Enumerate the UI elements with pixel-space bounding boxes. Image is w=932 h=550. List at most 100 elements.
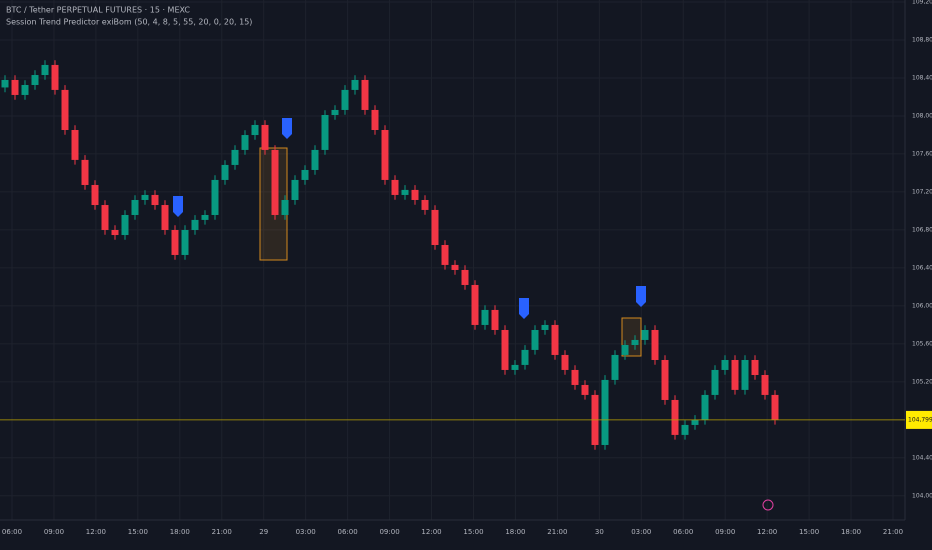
- candle-body: [701, 394, 709, 420]
- candle-body: [131, 199, 139, 215]
- candle-body: [241, 135, 249, 150]
- candle-body: [161, 205, 169, 230]
- candle-body: [511, 364, 519, 370]
- y-tick-label: 109,200.0: [912, 0, 932, 5]
- candle-body: [371, 109, 379, 130]
- candle-body: [521, 349, 529, 365]
- x-tick-label: 09:00: [715, 528, 735, 536]
- candle-body: [271, 149, 279, 215]
- y-tick-label: 108,800.0: [912, 36, 932, 43]
- candle-body: [671, 399, 679, 435]
- candle-body: [181, 229, 189, 255]
- candle-body: [121, 214, 129, 236]
- candle-body: [211, 179, 219, 215]
- x-tick-label: 21:00: [212, 528, 232, 536]
- candle-body: [441, 244, 449, 265]
- candle-body: [91, 184, 99, 206]
- candle-body: [101, 205, 109, 230]
- candle-body: [351, 79, 359, 90]
- x-tick-label: 15:00: [128, 528, 148, 536]
- candle-body: [461, 269, 469, 285]
- y-tick-label: 104,000.0: [912, 492, 932, 499]
- candle-body: [261, 124, 269, 150]
- candle-body: [651, 329, 659, 360]
- x-tick-label: 09:00: [44, 528, 64, 536]
- candle-body: [21, 84, 29, 95]
- candles: [1, 60, 779, 450]
- grid: [0, 0, 905, 520]
- candle-body: [421, 199, 429, 210]
- candle-body: [761, 374, 769, 395]
- candle-body: [381, 130, 389, 180]
- y-tick-label: 104,400.0: [912, 454, 932, 461]
- candle-body: [451, 264, 459, 270]
- candle-body: [661, 359, 669, 400]
- candle-body: [691, 419, 699, 425]
- x-tick-label: 30: [595, 528, 604, 536]
- x-tick-label: 06:00: [338, 528, 358, 536]
- candle-body: [311, 149, 319, 170]
- x-tick-label: 03:00: [296, 528, 316, 536]
- candle-body: [361, 79, 369, 110]
- y-tick-label: 106,000.0: [912, 302, 932, 309]
- candle-body: [631, 339, 639, 345]
- candle-body: [31, 75, 39, 85]
- x-tick-label: 06:00: [673, 528, 693, 536]
- x-tick-label: 21:00: [883, 528, 903, 536]
- candle-body: [301, 169, 309, 180]
- candle-body: [281, 199, 289, 215]
- candle-body: [11, 79, 19, 95]
- candle-body: [141, 194, 149, 200]
- x-tick-label: 09:00: [379, 528, 399, 536]
- candle-body: [531, 329, 539, 350]
- candle-body: [681, 424, 689, 435]
- candle-body: [171, 229, 179, 255]
- candle-body: [331, 109, 339, 115]
- x-tick-label: 15:00: [799, 528, 819, 536]
- candle-body: [491, 309, 499, 330]
- y-tick-label: 107,600.0: [912, 150, 932, 157]
- indicator-label: Session Trend Predictor exiBom (50, 4, 8…: [6, 18, 252, 27]
- candle-body: [341, 89, 349, 110]
- candle-body: [571, 369, 579, 385]
- chart-title: BTC / Tether PERPETUAL FUTURES · 15 · ME…: [6, 6, 190, 15]
- candle-body: [711, 369, 719, 395]
- flag: [636, 286, 646, 307]
- candle-body: [481, 309, 489, 325]
- x-tick-label: 12:00: [86, 528, 106, 536]
- candle-body: [401, 189, 409, 195]
- x-tick-label: 18:00: [505, 528, 525, 536]
- candle-body: [731, 359, 739, 390]
- candle-body: [111, 229, 119, 236]
- x-tick-label: 29: [259, 528, 268, 536]
- flag: [519, 298, 529, 319]
- y-tick-label: 106,800.0: [912, 226, 932, 233]
- candle-body: [411, 189, 419, 200]
- candle-body: [541, 324, 549, 330]
- candle-body: [201, 214, 209, 220]
- y-tick-label: 105,200.0: [912, 378, 932, 385]
- candle-body: [321, 114, 329, 150]
- x-tick-label: 15:00: [463, 528, 483, 536]
- flag: [282, 118, 292, 139]
- x-tick-label: 03:00: [631, 528, 651, 536]
- x-tick-label: 06:00: [2, 528, 22, 536]
- candle-body: [431, 209, 439, 245]
- y-tick-label: 105,600.0: [912, 340, 932, 347]
- last-price-tag: [906, 410, 932, 429]
- candle-body: [601, 379, 609, 445]
- candle-body: [251, 124, 259, 136]
- candle-body: [621, 344, 629, 355]
- candle-body: [391, 179, 399, 195]
- flag: [173, 196, 183, 217]
- candle-body: [771, 394, 779, 420]
- candle-body: [61, 89, 69, 130]
- candle-body: [231, 149, 239, 165]
- candle-body: [501, 329, 509, 370]
- candle-body: [1, 79, 9, 88]
- candle-body: [71, 130, 79, 160]
- candle-body: [741, 359, 749, 390]
- candle-body: [51, 64, 59, 90]
- candle-body: [291, 179, 299, 200]
